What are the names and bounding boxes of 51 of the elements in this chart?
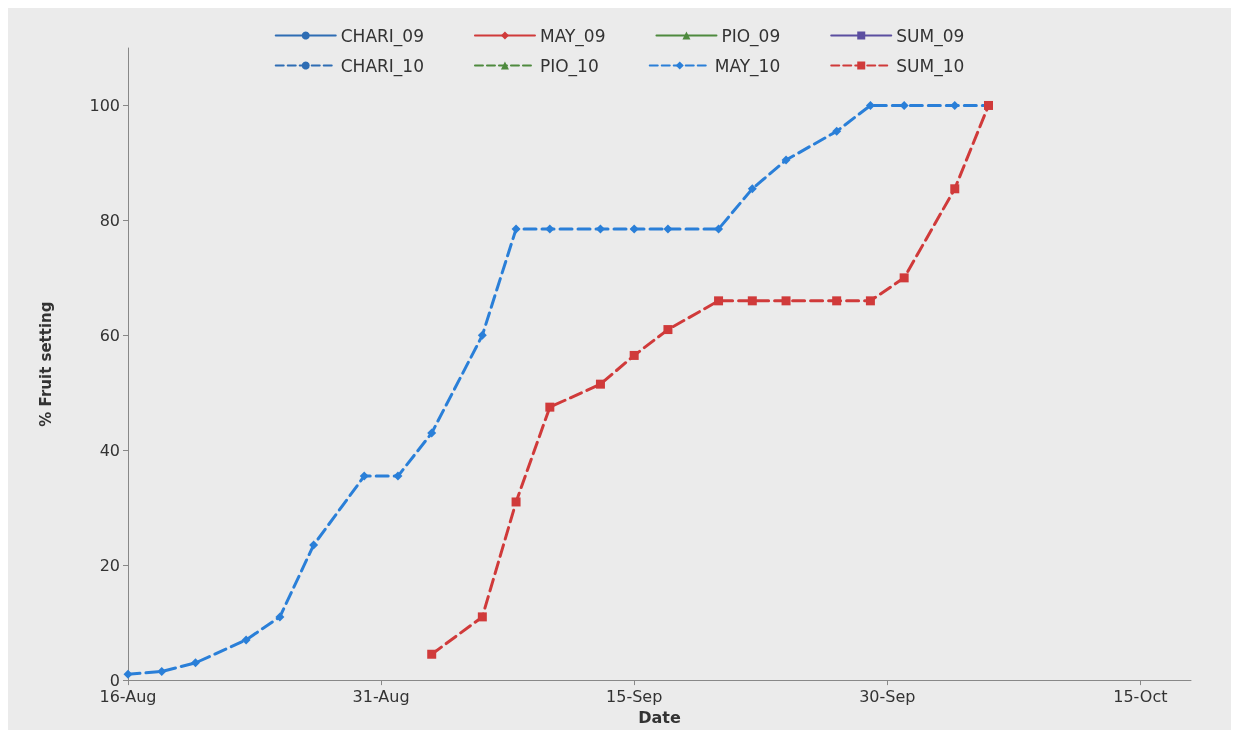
y-tick-label: 60 (99, 325, 120, 345)
legend-label: PIO_09 (721, 25, 781, 47)
point (545, 402, 555, 412)
x-axis-title: Date (638, 707, 681, 727)
point (190, 658, 200, 668)
point (511, 224, 521, 234)
point (950, 100, 960, 110)
legend-label: MAY_10 (714, 55, 781, 77)
point (309, 540, 319, 550)
point (477, 330, 487, 340)
point (595, 379, 605, 389)
x-tick-label: 15-Sep (606, 686, 663, 706)
legend-label: CHARI_09 (340, 25, 424, 47)
point (157, 666, 167, 676)
point (275, 612, 285, 622)
point (359, 471, 369, 481)
legend-label: PIO_10 (539, 55, 599, 77)
x-tick-label: 30-Sep (859, 686, 916, 706)
point (832, 126, 842, 136)
point (427, 428, 437, 438)
point (427, 649, 437, 659)
point (393, 471, 403, 481)
point (865, 296, 875, 306)
point (832, 296, 842, 306)
y-tick-label: 80 (99, 210, 120, 230)
point (714, 296, 724, 306)
point (663, 325, 673, 335)
point (865, 100, 875, 110)
point (241, 635, 251, 645)
x-tick-label: 31-Aug (352, 686, 410, 706)
y-tick-label: 100 (89, 95, 120, 115)
point (629, 350, 639, 360)
point (747, 184, 757, 194)
point (781, 296, 791, 306)
y-tick-label: 20 (99, 555, 120, 575)
legend-label: CHARI_10 (340, 55, 424, 77)
legend-label: SUM_10 (896, 55, 965, 77)
point (781, 155, 791, 165)
point (629, 224, 639, 234)
legend-label: SUM_09 (896, 25, 965, 47)
point (477, 612, 487, 622)
legend-label: MAY_09 (539, 25, 606, 47)
y-tick-label: 40 (99, 440, 120, 460)
point (714, 224, 724, 234)
point (747, 296, 757, 306)
y-axis-title: % Fruit setting (36, 301, 55, 427)
point (511, 497, 521, 507)
point (899, 273, 909, 283)
x-tick-label: 15-Oct (1113, 686, 1168, 706)
point (663, 224, 673, 234)
point (950, 184, 960, 194)
